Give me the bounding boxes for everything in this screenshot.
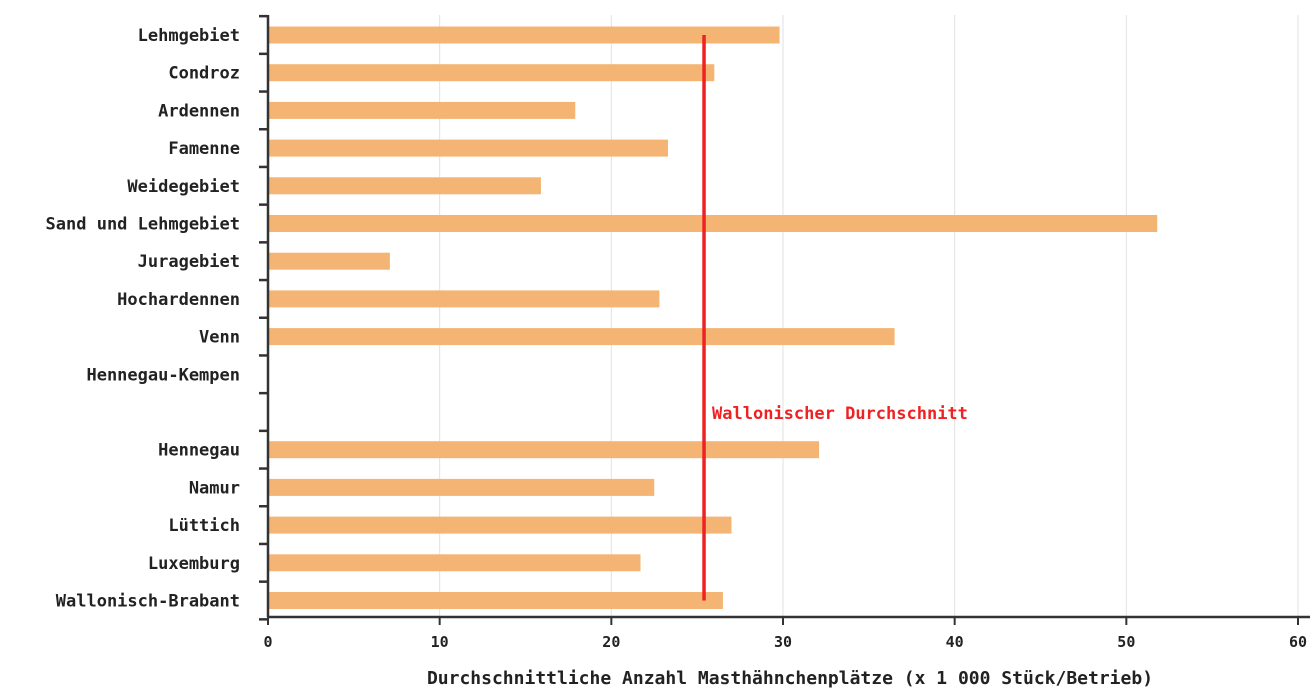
reference-line-group: Wallonischer Durchschnitt: [702, 35, 968, 601]
bar-6: [268, 252, 390, 270]
x-tick-label-2: 20: [602, 633, 620, 651]
bar-1: [268, 64, 715, 82]
bar-2: [268, 101, 576, 119]
bar-11: [268, 441, 820, 459]
category-label-3: Famenne: [168, 139, 240, 159]
bars: [268, 26, 1158, 609]
x-tick-label-3: 30: [774, 633, 792, 651]
bar-3: [268, 139, 668, 157]
bar-13: [268, 516, 732, 534]
x-tick-label-0: 0: [263, 633, 272, 651]
bar-4: [268, 177, 541, 195]
x-tick-label-6: 60: [1289, 633, 1307, 651]
x-tick-label-5: 50: [1117, 633, 1135, 651]
category-label-7: Hochardennen: [117, 290, 240, 310]
bar-8: [268, 328, 895, 346]
category-label-13: Lüttich: [168, 516, 240, 536]
category-label-11: Hennegau: [158, 441, 240, 461]
bar-12: [268, 478, 655, 496]
category-label-12: Namur: [189, 478, 240, 498]
reference-line-label: Wallonischer Durchschnitt: [712, 404, 968, 424]
bar-15: [268, 592, 723, 609]
category-label-14: Luxemburg: [148, 554, 240, 574]
axes: [259, 14, 1310, 625]
x-tick-label-4: 40: [946, 633, 964, 651]
labels: Lehmgebiet Condroz Ardennen Famenne Weidegeb…: [46, 26, 1308, 651]
bar-0: [268, 26, 780, 44]
bar-14: [268, 554, 641, 572]
category-label-8: Venn: [199, 328, 240, 348]
category-label-5: Sand und Lehmgebiet: [46, 215, 240, 235]
category-label-0: Lehmgebiet: [138, 26, 240, 46]
category-label-1: Condroz: [168, 64, 240, 84]
category-label-9: Hennegau-Kempen: [86, 365, 240, 385]
category-label-6: Juragebiet: [138, 252, 240, 272]
category-label-4: Weidegebiet: [127, 177, 240, 197]
x-axis-title: Durchschnittliche Anzahl Masthähnchenplä…: [427, 668, 1153, 689]
category-label-15: Wallonisch-Brabant: [56, 592, 240, 612]
x-tick-label-1: 10: [431, 633, 449, 651]
category-label-2: Ardennen: [158, 101, 240, 121]
bar-7: [268, 290, 660, 308]
bar-5: [268, 215, 1158, 232]
